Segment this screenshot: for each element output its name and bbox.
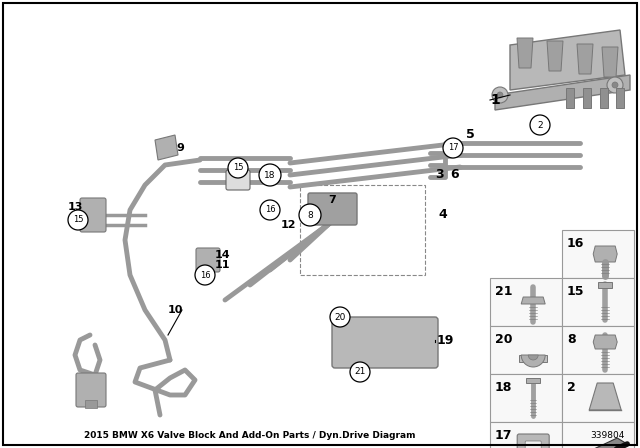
Circle shape — [228, 158, 248, 178]
Text: 17: 17 — [448, 143, 458, 152]
Bar — [490, 422, 562, 448]
Text: 12: 12 — [280, 220, 296, 230]
FancyBboxPatch shape — [226, 170, 250, 190]
Text: 21: 21 — [355, 367, 365, 376]
FancyBboxPatch shape — [76, 373, 106, 407]
Polygon shape — [521, 297, 545, 304]
Circle shape — [330, 307, 350, 327]
Polygon shape — [593, 246, 617, 262]
Polygon shape — [583, 438, 627, 448]
Bar — [562, 374, 634, 422]
Text: 10: 10 — [167, 305, 182, 315]
FancyBboxPatch shape — [80, 198, 106, 232]
FancyBboxPatch shape — [308, 193, 357, 225]
Circle shape — [350, 362, 370, 382]
Text: 9: 9 — [176, 143, 184, 153]
Polygon shape — [602, 47, 618, 77]
Polygon shape — [495, 75, 630, 110]
Bar — [300, 185, 425, 275]
Text: 17: 17 — [495, 429, 513, 442]
Circle shape — [195, 265, 215, 285]
Bar — [600, 88, 608, 108]
Text: 8: 8 — [307, 211, 313, 220]
Polygon shape — [517, 38, 533, 68]
Text: 16: 16 — [200, 271, 211, 280]
Text: 18: 18 — [264, 171, 276, 180]
Bar — [562, 326, 634, 374]
Text: 11: 11 — [214, 260, 230, 270]
Circle shape — [443, 138, 463, 158]
Bar — [562, 230, 634, 278]
Text: 16: 16 — [265, 206, 275, 215]
FancyBboxPatch shape — [525, 441, 541, 448]
Text: 16: 16 — [567, 237, 584, 250]
Text: 2015 BMW X6 Valve Block And Add-On Parts / Dyn.Drive Diagram: 2015 BMW X6 Valve Block And Add-On Parts… — [84, 431, 416, 440]
FancyBboxPatch shape — [517, 434, 549, 448]
Text: 339804: 339804 — [591, 431, 625, 440]
Wedge shape — [521, 355, 545, 367]
Polygon shape — [519, 355, 547, 362]
Circle shape — [68, 210, 88, 230]
Circle shape — [607, 77, 623, 93]
Text: 19: 19 — [436, 333, 454, 346]
Text: 2: 2 — [567, 381, 576, 394]
Bar — [490, 278, 562, 326]
Circle shape — [299, 204, 321, 226]
Text: 2: 2 — [537, 121, 543, 129]
Text: 6: 6 — [451, 168, 460, 181]
Text: 20: 20 — [495, 333, 513, 346]
Text: 21: 21 — [495, 285, 513, 298]
Text: 5: 5 — [466, 129, 474, 142]
Bar — [583, 88, 591, 108]
Bar — [598, 282, 612, 288]
FancyBboxPatch shape — [196, 248, 220, 272]
Polygon shape — [593, 335, 617, 349]
Text: 14: 14 — [214, 250, 230, 260]
Circle shape — [612, 82, 618, 88]
Polygon shape — [577, 44, 593, 74]
Bar — [526, 378, 540, 383]
Text: 8: 8 — [567, 333, 575, 346]
Bar — [490, 374, 562, 422]
Circle shape — [530, 115, 550, 135]
Text: 15: 15 — [73, 215, 83, 224]
Bar — [490, 326, 562, 374]
Polygon shape — [155, 135, 178, 160]
Text: 4: 4 — [438, 208, 447, 221]
Polygon shape — [510, 30, 625, 90]
Wedge shape — [528, 355, 538, 360]
Circle shape — [259, 164, 281, 186]
Text: 3: 3 — [436, 168, 444, 181]
FancyBboxPatch shape — [332, 317, 438, 368]
Circle shape — [492, 87, 508, 103]
Text: 18: 18 — [495, 381, 513, 394]
Text: 15: 15 — [567, 285, 584, 298]
Polygon shape — [547, 41, 563, 71]
Text: 1: 1 — [490, 93, 500, 107]
Text: 7: 7 — [328, 195, 336, 205]
Bar — [616, 88, 624, 108]
Bar — [85, 400, 97, 408]
Bar — [562, 422, 634, 448]
Bar — [566, 88, 574, 108]
Bar — [562, 278, 634, 326]
Circle shape — [497, 92, 503, 98]
Text: 20: 20 — [334, 313, 346, 322]
Text: 15: 15 — [233, 164, 243, 172]
Polygon shape — [589, 383, 621, 410]
Text: 13: 13 — [67, 202, 83, 212]
Circle shape — [260, 200, 280, 220]
